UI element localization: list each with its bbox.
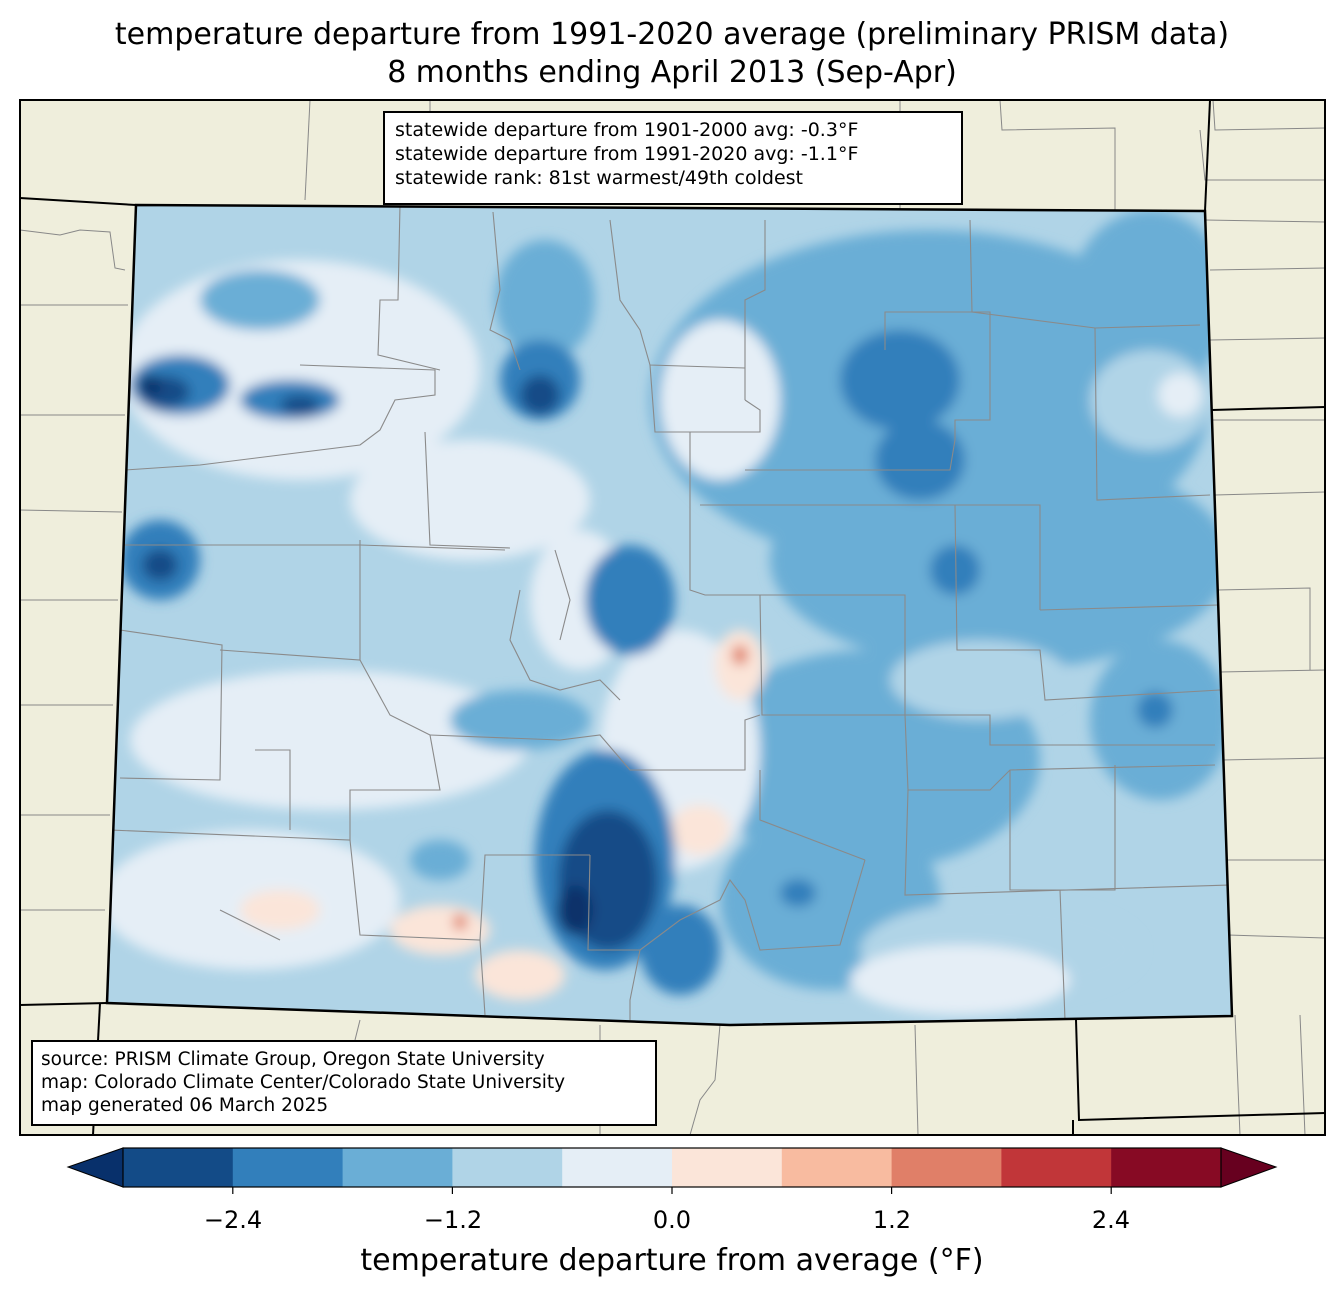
colorado-border — [105, 203, 1234, 1027]
colorbar-segment — [781, 1148, 893, 1187]
colorbar-segments — [123, 1148, 1222, 1187]
colorbar-tick-label: 0.0 — [652, 1206, 692, 1234]
colorbar-segment — [1001, 1148, 1112, 1187]
colorbar — [66, 1147, 1278, 1194]
colorbar-segment — [342, 1148, 453, 1187]
colorbar-ticks — [232, 1187, 1112, 1194]
colorbar-segment — [672, 1148, 783, 1187]
stats-departure-1991-2020: statewide departure from 1991-2020 avg: … — [395, 143, 859, 165]
colorbar-tick-label: −1.2 — [423, 1206, 483, 1234]
map-subtitle: 8 months ending April 2013 (Sep-Apr) — [387, 55, 957, 90]
map-credit: map: Colorado Climate Center/Colorado St… — [41, 1072, 566, 1093]
colorbar-tick-label: 2.4 — [1091, 1206, 1131, 1234]
stats-rank: statewide rank: 81st warmest/49th coldes… — [395, 167, 804, 189]
colorbar-extend-low — [66, 1147, 124, 1188]
colorbar-extend-high — [1220, 1147, 1278, 1188]
map-frame — [19, 99, 1326, 1136]
colorbar-label: temperature departure from average (°F) — [360, 1243, 984, 1278]
map-title: temperature departure from 1991-2020 ave… — [114, 17, 1230, 52]
generated-date: map generated 06 March 2025 — [41, 1095, 329, 1116]
stats-departure-1901-2000: statewide departure from 1901-2000 avg: … — [395, 119, 859, 141]
source-box: source: PRISM Climate Group, Oregon Stat… — [31, 1040, 657, 1126]
county-lines — [109, 205, 1231, 1021]
colorbar-segment — [891, 1148, 1002, 1187]
colorbar-segment — [232, 1148, 344, 1187]
colorbar-tick-label: 1.2 — [872, 1206, 912, 1234]
colorbar-segment — [562, 1148, 673, 1187]
colorbar-segment — [452, 1148, 563, 1187]
colorbar-segment — [1111, 1148, 1222, 1187]
colorbar-tick-label: −2.4 — [203, 1206, 263, 1234]
source-credit: source: PRISM Climate Group, Oregon Stat… — [41, 1049, 545, 1070]
colorbar-segment — [123, 1148, 234, 1187]
statewide-stats-box: statewide departure from 1901-2000 avg: … — [383, 111, 963, 205]
